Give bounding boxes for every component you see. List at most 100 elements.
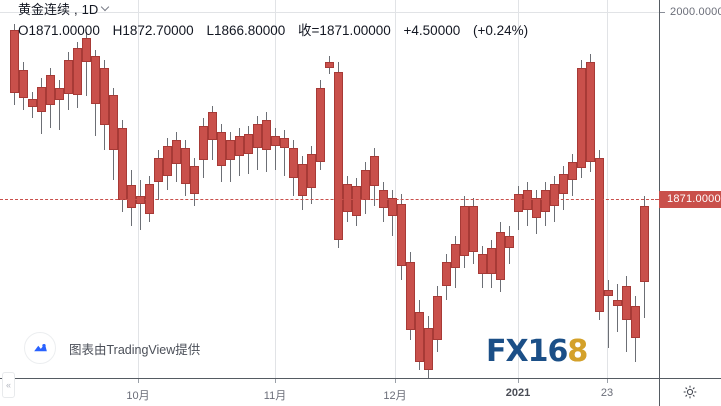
- time-axis-separator: [659, 379, 660, 406]
- candle-body: [46, 75, 55, 105]
- candle-body: [469, 206, 478, 252]
- candle-body: [478, 254, 487, 274]
- ohlc-close: 收=1871.00000: [298, 23, 391, 38]
- time-axis-tick: [395, 379, 396, 383]
- vertical-gridline: [275, 0, 276, 378]
- time-axis-label: 12月: [383, 390, 407, 402]
- candle-body: [460, 206, 469, 256]
- vertical-gridline: [138, 0, 139, 378]
- tradingview-attribution-text: 图表由TradingView提供: [69, 342, 201, 357]
- candle-body: [505, 236, 514, 248]
- candle-body: [190, 166, 199, 194]
- candle-body: [541, 190, 550, 212]
- candle-body: [532, 198, 541, 218]
- candle-wick: [86, 32, 87, 96]
- candle-body: [28, 99, 37, 107]
- candle-body: [154, 158, 163, 182]
- price-axis[interactable]: 2000.00000: [659, 0, 721, 378]
- chart-plot-area[interactable]: [0, 0, 659, 378]
- price-tag-notch: [655, 199, 660, 200]
- candle-body: [55, 88, 64, 100]
- candle-body: [397, 204, 406, 266]
- candle-body: [451, 244, 460, 268]
- candle-body: [334, 72, 343, 240]
- candle-body: [496, 232, 505, 280]
- horizontal-gridline-2000: [0, 12, 659, 13]
- candle-body: [352, 186, 361, 216]
- vertical-gridline: [395, 0, 396, 378]
- interval-label[interactable]: 1D: [81, 2, 99, 17]
- candle-body: [172, 140, 181, 164]
- candle-body: [550, 184, 559, 206]
- candle-body: [424, 328, 433, 370]
- ohlc-low: L1866.80000: [206, 23, 286, 38]
- candle-wick: [617, 284, 618, 332]
- candle-wick: [140, 180, 141, 230]
- candle-body: [235, 136, 244, 156]
- candle-body: [262, 120, 271, 150]
- candle-wick: [608, 280, 609, 348]
- time-axis-label: 2021: [505, 387, 531, 399]
- candle-body: [280, 138, 289, 148]
- candle-body: [595, 158, 604, 312]
- candle-body: [568, 162, 577, 180]
- ohlc-high: H1872.70000: [112, 23, 194, 38]
- candle-body: [289, 148, 298, 178]
- candle-body: [208, 112, 217, 140]
- price-label-top: 2000.00000: [670, 6, 721, 18]
- candle-body: [307, 154, 316, 188]
- time-axis-tick: [275, 379, 276, 383]
- vertical-gridline: [607, 0, 608, 378]
- chart-legend: 黄金连续, 1D O1871.00000 H1872.70000 L1866.8…: [18, 2, 528, 39]
- candle-body: [433, 296, 442, 340]
- candle-body: [415, 312, 424, 362]
- candle-body: [163, 146, 172, 176]
- candle-body: [361, 170, 370, 200]
- candle-body: [10, 30, 19, 93]
- current-price-tag[interactable]: 1871.00000: [659, 191, 721, 208]
- chevron-down-icon[interactable]: [102, 4, 111, 13]
- candle-body: [604, 290, 613, 296]
- candle-body: [631, 306, 640, 338]
- candle-body: [226, 140, 235, 160]
- ohlc-values: O1871.00000 H1872.70000 L1866.80000 收=18…: [18, 22, 528, 39]
- collapse-handle[interactable]: «: [2, 372, 15, 398]
- symbol-separator: ,: [74, 2, 78, 17]
- ohlc-change-percent: (+0.24%): [472, 23, 529, 38]
- candle-body: [325, 62, 334, 68]
- candle-body: [181, 148, 190, 184]
- candle-body: [82, 38, 91, 62]
- candle-body: [253, 124, 262, 148]
- candle-body: [73, 48, 82, 95]
- candle-wick: [59, 80, 60, 130]
- candle-body: [91, 56, 100, 104]
- candle-body: [640, 206, 649, 282]
- candle-body: [136, 196, 145, 204]
- candle-body: [100, 68, 109, 125]
- fx168-logo-accent: 8: [567, 334, 588, 369]
- candle-body: [487, 248, 496, 274]
- ohlc-open: O1871.00000: [18, 23, 100, 38]
- time-axis-tick: [607, 379, 608, 383]
- price-tick-top: [660, 12, 665, 13]
- candle-body: [316, 88, 325, 162]
- time-axis[interactable]: 10月 11月 12月 2021 23: [0, 378, 721, 406]
- time-axis-label: 10月: [126, 390, 150, 402]
- candle-body: [19, 70, 28, 98]
- candle-body: [118, 128, 127, 200]
- time-axis-tick: [518, 379, 519, 383]
- candle-body: [586, 62, 595, 162]
- candle-body: [523, 190, 532, 210]
- gear-icon[interactable]: [681, 383, 699, 401]
- candle-body: [199, 126, 208, 160]
- current-price-line: [0, 199, 659, 200]
- symbol-header[interactable]: 黄金连续, 1D: [18, 2, 528, 18]
- fx168-logo: FX168: [486, 334, 588, 369]
- candle-body: [577, 68, 586, 168]
- candle-body: [217, 132, 226, 166]
- symbol-name: 黄金连续: [18, 2, 71, 17]
- candlestick-series: [10, 24, 649, 378]
- candle-body: [244, 134, 253, 154]
- candle-body: [613, 300, 622, 306]
